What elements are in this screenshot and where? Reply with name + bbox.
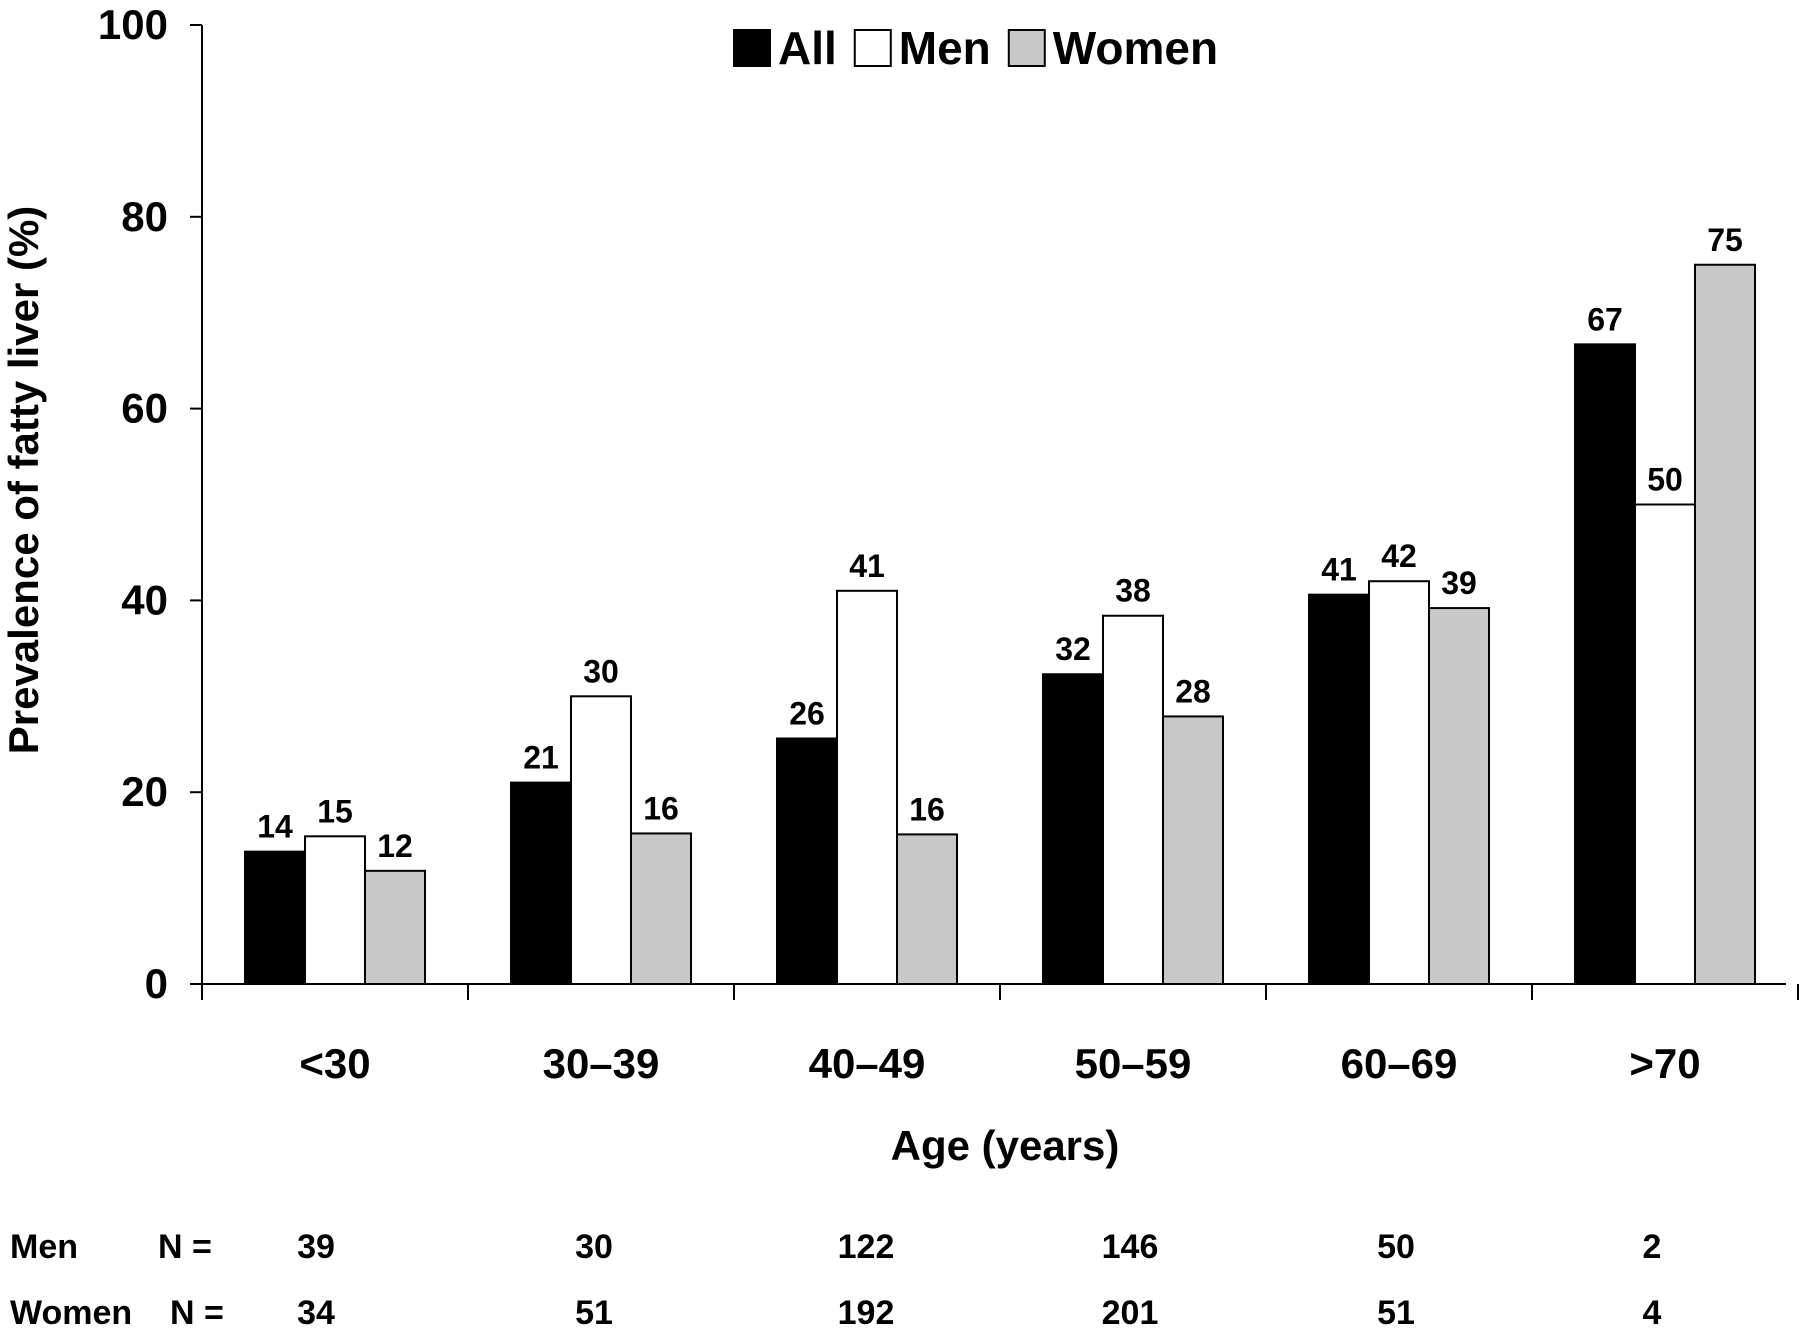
- bar-men: [570, 695, 632, 985]
- data-label-all: 32: [1055, 631, 1091, 667]
- data-label-men: 30: [583, 653, 619, 689]
- x-category-label: 30–39: [543, 1040, 660, 1087]
- bar-men: [1102, 614, 1164, 986]
- women-row-label: Women: [10, 1294, 133, 1332]
- women-n-value: 201: [1101, 1294, 1159, 1332]
- legend-label-all: All: [778, 22, 837, 74]
- bar-men: [836, 589, 898, 985]
- women-n-value: 192: [837, 1294, 895, 1332]
- data-label-men: 42: [1381, 538, 1417, 574]
- men-n-value: 50: [1377, 1228, 1415, 1266]
- data-label-men: 41: [849, 548, 885, 584]
- data-label-women: 39: [1441, 565, 1477, 601]
- data-label-all: 41: [1321, 552, 1357, 588]
- data-label-men: 50: [1647, 462, 1683, 498]
- data-label-women: 16: [909, 791, 945, 827]
- men-n-label: N =: [158, 1228, 212, 1266]
- men-n-value: 122: [837, 1228, 895, 1266]
- women-sample-size-row: Women N = 34 51 192 201 51 4: [0, 1294, 1800, 1344]
- bar-men: [1634, 503, 1696, 985]
- data-label-all: 21: [523, 740, 559, 776]
- bar-men: [304, 835, 366, 986]
- bar-women: [1694, 263, 1756, 985]
- legend-swatch-men: [853, 29, 892, 67]
- x-category-label: <30: [299, 1040, 370, 1087]
- data-labels-group: 14 21 26 32 41 67 15 30 41 38 42 50 12 16 16 28 39 75: [257, 222, 1743, 864]
- bar-all: [1574, 343, 1636, 985]
- legend-swatch-women: [1007, 29, 1046, 67]
- women-n-label: N =: [170, 1294, 224, 1332]
- women-n-value: 34: [297, 1294, 335, 1332]
- legend-label-women: Women: [1053, 22, 1218, 74]
- data-label-all: 67: [1587, 301, 1623, 337]
- x-category-label: 60–69: [1341, 1040, 1458, 1087]
- y-tick-label: 0: [145, 960, 168, 1007]
- y-axis-title: Prevalence of fatty liver (%): [0, 206, 47, 755]
- bar-women: [1162, 715, 1224, 986]
- data-label-women: 12: [377, 828, 413, 864]
- y-tick-label: 80: [121, 193, 168, 240]
- bar-women: [1428, 607, 1490, 986]
- x-category-label: >70: [1629, 1040, 1700, 1087]
- women-n-value: 4: [1642, 1294, 1662, 1332]
- x-axis-title: Age (years): [891, 1122, 1120, 1169]
- bar-men: [1368, 580, 1430, 985]
- men-n-value: 2: [1642, 1228, 1662, 1266]
- men-n-value: 39: [297, 1228, 335, 1266]
- data-label-all: 26: [789, 695, 825, 731]
- y-tick-label: 20: [121, 768, 168, 815]
- legend-swatch-all: [733, 29, 771, 67]
- bar-all: [776, 737, 838, 985]
- bar-all: [1308, 593, 1370, 985]
- bar-all: [244, 850, 306, 986]
- y-axis: 0 20 40 60 80 100: [98, 1, 203, 1007]
- y-tick-label: 40: [121, 576, 168, 623]
- men-sample-size-row: Men N = 39 30 122 146 50 2: [0, 1228, 1800, 1278]
- women-n-value: 51: [575, 1294, 613, 1332]
- data-label-women: 75: [1707, 222, 1743, 258]
- data-label-women: 28: [1175, 673, 1211, 709]
- data-label-women: 16: [643, 790, 679, 826]
- bar-chart: All Men Women 0 20 40 60 80 100 <30 30–39 40–49 50…: [0, 1, 1799, 1169]
- legend-label-men: Men: [899, 22, 991, 74]
- x-category-label: 50–59: [1075, 1040, 1192, 1087]
- men-row-label: Men: [10, 1228, 78, 1266]
- bar-women: [896, 833, 958, 985]
- men-n-value: 146: [1101, 1228, 1159, 1266]
- bar-women: [364, 869, 426, 986]
- women-n-value: 51: [1377, 1294, 1415, 1332]
- bar-series-group: [244, 263, 1756, 986]
- data-label-men: 38: [1115, 573, 1151, 609]
- bar-all: [510, 781, 572, 985]
- data-label-men: 15: [317, 793, 353, 829]
- x-axis: <30 30–39 40–49 50–59 60–69 >70: [201, 983, 1799, 1087]
- chart-legend: All Men Women: [733, 22, 1218, 74]
- data-label-all: 14: [257, 809, 293, 845]
- men-n-value: 30: [575, 1228, 613, 1266]
- bar-women: [630, 832, 692, 986]
- x-category-label: 40–49: [809, 1040, 926, 1087]
- y-tick-label: 60: [121, 385, 168, 432]
- y-tick-label: 100: [98, 1, 168, 48]
- bar-all: [1042, 673, 1104, 985]
